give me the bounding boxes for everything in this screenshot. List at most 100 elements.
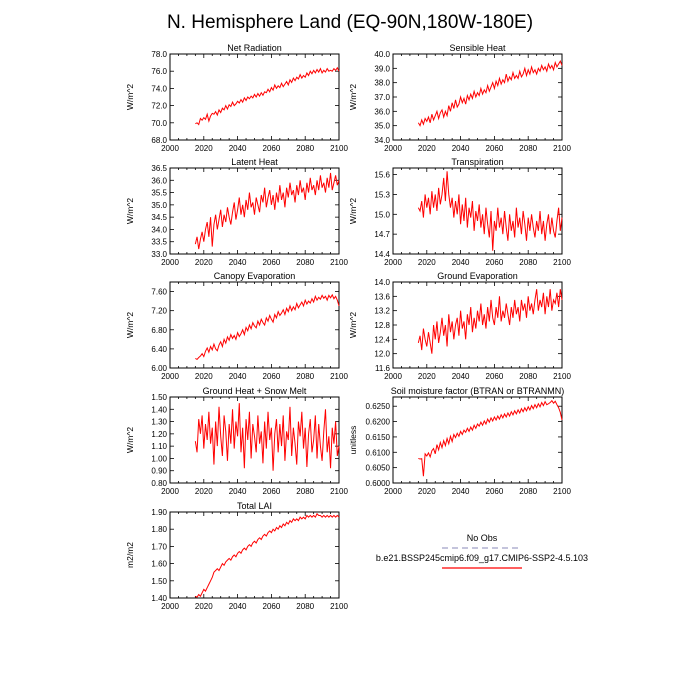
x-tick-label: 2000 <box>384 372 402 381</box>
y-tick-label: 14.7 <box>374 230 390 239</box>
y-tick-label: 14.0 <box>374 278 390 287</box>
x-tick-label: 2000 <box>384 144 402 153</box>
y-tick-label: 40.0 <box>374 50 390 59</box>
x-tick-label: 2000 <box>161 372 179 381</box>
x-tick-label: 2020 <box>418 487 436 496</box>
plot-frame <box>392 396 563 484</box>
x-tick-label: 2100 <box>330 602 348 611</box>
y-tick-label: 38.0 <box>374 79 390 88</box>
y-tick-label: 6.40 <box>151 345 167 354</box>
y-axis-label: W/m^2 <box>348 84 358 110</box>
y-tick-label: 35.0 <box>151 201 167 210</box>
y-tick-label: 6.00 <box>151 364 167 373</box>
panel-canopy_evaporation: Canopy Evaporation W/m^2 2000 2020 2040 2060 2… <box>125 271 348 381</box>
y-tick-label: 1.20 <box>151 430 167 439</box>
y-tick-label: 70.0 <box>151 119 167 128</box>
x-tick-label: 2040 <box>452 372 470 381</box>
x-tick-label: 2060 <box>263 372 281 381</box>
y-tick-label: 34.0 <box>374 136 390 145</box>
y-tick-label: 39.0 <box>374 64 390 73</box>
y-tick-label: 0.90 <box>151 467 167 476</box>
y-tick-label: 0.6200 <box>366 418 391 427</box>
y-tick-label: 0.6250 <box>366 402 391 411</box>
legend: No Obs b.e21.BSSP245cmip6.f09_g17.CMIP6-… <box>376 533 588 569</box>
plot-frame <box>392 53 563 141</box>
x-tick-label: 2100 <box>330 258 348 267</box>
plot-frame <box>169 53 340 141</box>
y-tick-label: 35.5 <box>151 189 167 198</box>
y-tick-label: 33.5 <box>151 238 167 247</box>
x-tick-label: 2080 <box>519 258 537 267</box>
figure-title: N. Hemisphere Land (EQ-90N,180W-180E) <box>167 12 533 33</box>
y-tick-label: 12.4 <box>374 335 390 344</box>
panel-title: Soil moisture factor (BTRAN or BTRANMN) <box>391 386 565 396</box>
legend-obs-label: No Obs <box>467 533 498 543</box>
y-tick-label: 15.3 <box>374 190 390 199</box>
y-tick-label: 12.0 <box>374 350 390 359</box>
x-tick-label: 2040 <box>229 602 247 611</box>
y-tick-label: 1.90 <box>151 508 167 517</box>
x-tick-label: 2000 <box>161 144 179 153</box>
y-tick-label: 36.0 <box>151 176 167 185</box>
x-tick-label: 2080 <box>296 144 314 153</box>
x-tick-label: 2020 <box>195 258 213 267</box>
x-tick-label: 2040 <box>452 258 470 267</box>
x-tick-label: 2080 <box>296 487 314 496</box>
y-tick-label: 7.20 <box>151 307 167 316</box>
y-tick-label: 0.6100 <box>366 448 391 457</box>
panel-title: Latent Heat <box>231 157 278 167</box>
y-tick-label: 11.6 <box>375 364 391 373</box>
x-tick-label: 2020 <box>418 144 436 153</box>
series-line <box>418 399 563 477</box>
x-tick-label: 2000 <box>384 258 402 267</box>
plot-frame <box>169 511 340 599</box>
x-tick-label: 2020 <box>418 258 436 267</box>
panel-title: Ground Evaporation <box>437 271 518 281</box>
panel-soil_moisture_factor: Soil moisture factor (BTRAN or BTRANMN) u… <box>348 386 571 496</box>
y-tick-label: 1.50 <box>151 577 167 586</box>
y-tick-label: 74.0 <box>151 84 167 93</box>
y-tick-label: 1.60 <box>151 560 167 569</box>
y-tick-label: 68.0 <box>151 136 167 145</box>
x-tick-label: 2060 <box>263 144 281 153</box>
x-tick-label: 2080 <box>519 487 537 496</box>
y-tick-label: 1.40 <box>151 594 167 603</box>
series-line <box>194 403 340 471</box>
x-tick-label: 2100 <box>330 144 348 153</box>
y-tick-label: 76.0 <box>151 67 167 76</box>
x-tick-label: 2060 <box>486 487 504 496</box>
x-tick-label: 2080 <box>296 372 314 381</box>
x-tick-label: 2020 <box>418 372 436 381</box>
panel-net_radiation: Net Radiation W/m^2 2000 2020 2040 2060 2080 21… <box>125 43 348 153</box>
series-line <box>195 512 340 598</box>
y-tick-label: 1.30 <box>151 418 167 427</box>
panel-ground_heat_snow_melt: Ground Heat + Snow Melt W/m^2 2000 2020 2040… <box>125 386 348 496</box>
y-tick-label: 13.6 <box>374 292 390 301</box>
y-axis-label: m2/m2 <box>125 542 135 568</box>
x-tick-label: 2100 <box>553 487 571 496</box>
y-axis-label: W/m^2 <box>348 312 358 338</box>
x-tick-label: 2040 <box>229 372 247 381</box>
x-tick-label: 2080 <box>296 602 314 611</box>
y-tick-label: 78.0 <box>151 50 167 59</box>
y-tick-label: 0.6150 <box>366 433 391 442</box>
y-tick-label: 36.0 <box>374 107 390 116</box>
panel-ground_evaporation: Ground Evaporation W/m^2 2000 2020 2040 2060 2… <box>348 271 571 381</box>
y-axis-label: W/m^2 <box>125 84 135 110</box>
y-tick-label: 13.2 <box>374 307 390 316</box>
x-tick-label: 2060 <box>486 258 504 267</box>
x-tick-label: 2040 <box>229 487 247 496</box>
y-tick-label: 37.0 <box>374 93 390 102</box>
y-tick-label: 34.5 <box>151 213 167 222</box>
y-tick-label: 12.8 <box>374 321 390 330</box>
y-tick-label: 35.0 <box>374 122 390 131</box>
x-tick-label: 2000 <box>161 602 179 611</box>
y-tick-label: 0.80 <box>151 479 167 488</box>
series-line <box>195 66 340 126</box>
legend-model-label: b.e21.BSSP245cmip6.f09_g17.CMIP6-SSP2-4.… <box>376 553 588 563</box>
y-tick-label: 0.6000 <box>366 479 391 488</box>
x-tick-label: 2020 <box>195 487 213 496</box>
y-axis-label: W/m^2 <box>348 198 358 224</box>
y-axis-label: unitless <box>348 426 358 455</box>
x-tick-label: 2060 <box>263 487 281 496</box>
